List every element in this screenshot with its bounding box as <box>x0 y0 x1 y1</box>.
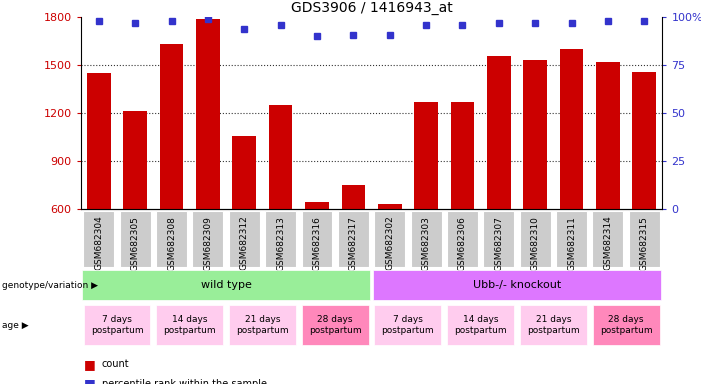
Text: 21 days
postpartum: 21 days postpartum <box>236 315 289 335</box>
FancyBboxPatch shape <box>83 305 151 345</box>
Text: Ubb-/- knockout: Ubb-/- knockout <box>473 280 561 290</box>
FancyBboxPatch shape <box>447 305 514 345</box>
FancyBboxPatch shape <box>301 305 369 345</box>
Bar <box>196 19 219 209</box>
Bar <box>233 136 256 209</box>
FancyBboxPatch shape <box>229 211 259 267</box>
FancyBboxPatch shape <box>83 211 114 267</box>
FancyBboxPatch shape <box>447 211 478 267</box>
FancyBboxPatch shape <box>556 211 587 267</box>
Bar <box>451 102 475 209</box>
Bar <box>559 49 583 209</box>
Text: GSM682310: GSM682310 <box>531 216 540 271</box>
Text: GSM682311: GSM682311 <box>567 216 576 271</box>
Bar <box>341 185 365 209</box>
Text: GSM682303: GSM682303 <box>421 216 430 271</box>
Text: ■: ■ <box>84 358 96 371</box>
FancyBboxPatch shape <box>301 211 332 267</box>
Bar <box>524 61 547 209</box>
Text: age ▶: age ▶ <box>2 321 29 329</box>
Bar <box>596 62 620 209</box>
Text: 28 days
postpartum: 28 days postpartum <box>600 315 653 335</box>
Bar <box>414 102 438 209</box>
Text: GSM682313: GSM682313 <box>276 216 285 271</box>
FancyBboxPatch shape <box>120 211 151 267</box>
Text: GSM682307: GSM682307 <box>494 216 503 271</box>
FancyBboxPatch shape <box>229 305 296 345</box>
Bar <box>268 105 292 209</box>
FancyBboxPatch shape <box>156 211 187 267</box>
FancyBboxPatch shape <box>265 211 296 267</box>
FancyBboxPatch shape <box>520 305 587 345</box>
Text: 28 days
postpartum: 28 days postpartum <box>309 315 362 335</box>
Text: GSM682315: GSM682315 <box>640 216 648 271</box>
Text: ■: ■ <box>84 377 96 384</box>
Text: GSM682305: GSM682305 <box>130 216 139 271</box>
Text: 7 days
postpartum: 7 days postpartum <box>381 315 434 335</box>
FancyBboxPatch shape <box>411 211 442 267</box>
FancyBboxPatch shape <box>519 211 550 267</box>
Text: GSM682314: GSM682314 <box>604 216 613 270</box>
Text: genotype/variation ▶: genotype/variation ▶ <box>2 281 98 290</box>
Title: GDS3906 / 1416943_at: GDS3906 / 1416943_at <box>291 1 452 15</box>
FancyBboxPatch shape <box>374 305 442 345</box>
FancyBboxPatch shape <box>592 211 623 267</box>
FancyBboxPatch shape <box>82 270 370 300</box>
Text: GSM682304: GSM682304 <box>95 216 103 270</box>
Text: percentile rank within the sample: percentile rank within the sample <box>102 379 266 384</box>
Bar <box>305 202 329 209</box>
Bar <box>632 72 656 209</box>
FancyBboxPatch shape <box>629 211 660 267</box>
Bar <box>87 73 111 209</box>
FancyBboxPatch shape <box>374 211 405 267</box>
Text: 14 days
postpartum: 14 days postpartum <box>163 315 216 335</box>
Bar <box>487 56 510 209</box>
FancyBboxPatch shape <box>156 305 223 345</box>
Text: GSM682308: GSM682308 <box>167 216 176 271</box>
Text: GSM682317: GSM682317 <box>349 216 358 271</box>
FancyBboxPatch shape <box>193 211 224 267</box>
Bar <box>123 111 147 209</box>
Text: 7 days
postpartum: 7 days postpartum <box>90 315 143 335</box>
Text: 21 days
postpartum: 21 days postpartum <box>527 315 580 335</box>
Text: GSM682306: GSM682306 <box>458 216 467 271</box>
FancyBboxPatch shape <box>484 211 515 267</box>
Text: count: count <box>102 359 129 369</box>
Text: GSM682312: GSM682312 <box>240 216 249 270</box>
FancyBboxPatch shape <box>338 211 369 267</box>
FancyBboxPatch shape <box>373 270 661 300</box>
Text: 14 days
postpartum: 14 days postpartum <box>454 315 507 335</box>
FancyBboxPatch shape <box>592 305 660 345</box>
Text: GSM682302: GSM682302 <box>386 216 394 270</box>
Bar <box>160 45 184 209</box>
Text: GSM682309: GSM682309 <box>203 216 212 271</box>
Text: wild type: wild type <box>200 280 252 290</box>
Text: GSM682316: GSM682316 <box>313 216 322 271</box>
Bar <box>378 204 402 209</box>
